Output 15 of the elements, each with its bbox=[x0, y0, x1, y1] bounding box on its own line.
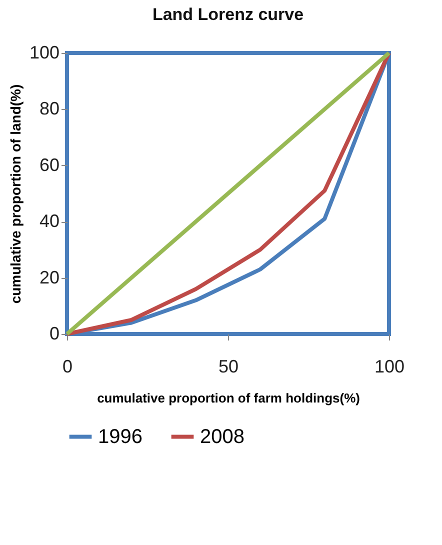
y-tick-label: 100 bbox=[29, 42, 60, 62]
x-tick-label: 100 bbox=[374, 356, 405, 376]
y-tick-label: 80 bbox=[39, 98, 60, 119]
line-series bbox=[65, 51, 391, 336]
y-tick-label: 20 bbox=[39, 267, 60, 288]
y-axis-title: cumulative proportion of land(%) bbox=[7, 84, 24, 304]
x-axis-title: cumulative proportion of farm holdings(%) bbox=[97, 390, 360, 406]
x-tick-label: 0 bbox=[62, 356, 73, 376]
legend-label: 1996 bbox=[98, 426, 142, 448]
legend-label: 2008 bbox=[200, 426, 244, 448]
chart-title: Land Lorenz curve bbox=[152, 5, 304, 24]
y-tick-label: 40 bbox=[39, 211, 60, 232]
y-tick-label: 60 bbox=[39, 154, 60, 175]
x-tick-label: 50 bbox=[218, 356, 239, 376]
y-tick-label: 0 bbox=[49, 324, 60, 344]
